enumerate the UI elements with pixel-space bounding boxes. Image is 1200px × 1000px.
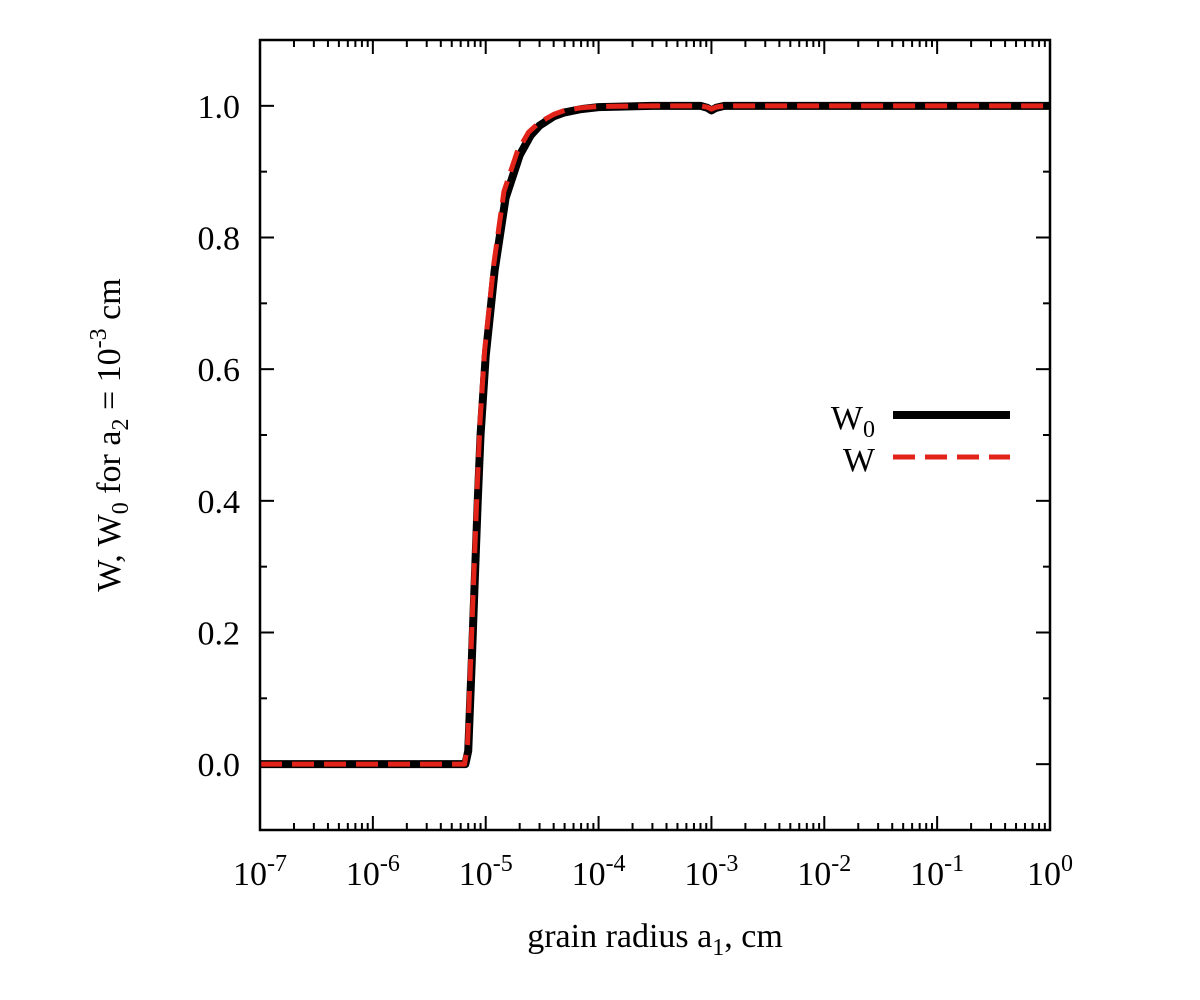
y-tick-label: 0.4 — [198, 484, 241, 521]
x-tick-label: 10-7 — [233, 851, 287, 893]
y-tick-label: 1.0 — [198, 89, 241, 126]
y-tick-label: 0.2 — [198, 616, 241, 653]
x-tick-label: 10-2 — [797, 851, 851, 893]
x-tick-label: 10-6 — [346, 851, 400, 893]
series-line-W0 — [260, 101, 1050, 769]
series-layer — [260, 101, 1050, 769]
x-axis-label: grain radius a1, cm — [527, 918, 783, 961]
labels-layer: 10-7 10-6 10-5 10-4 10-3 10-2 10-1 100 0.0 0.2 0.4… — [86, 89, 1073, 961]
y-tick-label: 0.0 — [198, 747, 241, 784]
x-tick-label: 100 — [1027, 851, 1073, 893]
x-tick-label: 10-3 — [684, 851, 738, 893]
plot-frame — [258, 38, 1052, 832]
y-axis-label: W, W0 for a2 = 10-3 cm — [86, 278, 134, 591]
legend-label-W: W — [843, 442, 876, 479]
x-tick-label: 10-1 — [910, 851, 964, 893]
series-line-W — [260, 103, 1050, 767]
y-tick-label: 0.8 — [198, 221, 241, 258]
x-tick-label: 10-5 — [459, 851, 513, 893]
y-tick-label: 0.6 — [198, 352, 241, 389]
legend: W0W — [831, 400, 1010, 479]
legend-label-W0: W0 — [831, 400, 875, 443]
ticks-layer — [259, 39, 1051, 831]
x-tick-label: 10-4 — [572, 851, 626, 893]
